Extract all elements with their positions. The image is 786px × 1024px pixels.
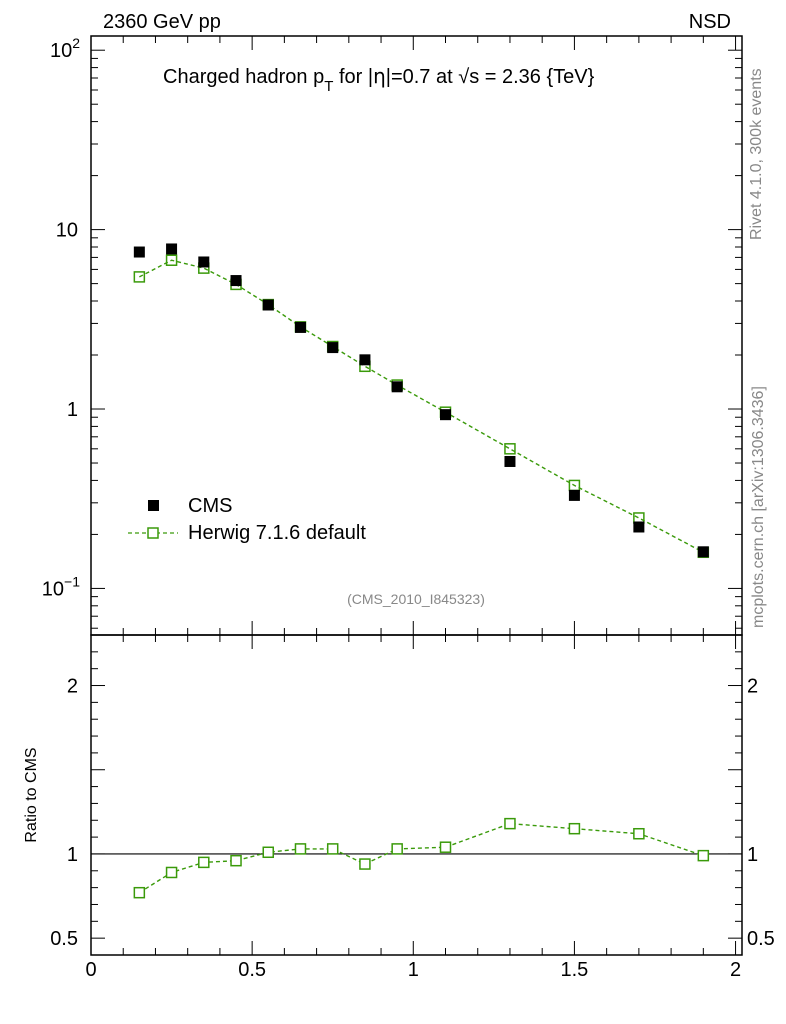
- legend-herwig-marker: [147, 527, 159, 539]
- herwig-main-point: [165, 254, 178, 266]
- herwig-ratio-point: [133, 886, 146, 899]
- main-y-tick-label: 10: [56, 220, 78, 242]
- herwig-ratio-series: [133, 817, 710, 899]
- axis-tick-labels: 0 0.5 1 1.5 2 102 10 1 10−1 2 2 1 1 0.5 0.5: [42, 35, 775, 981]
- plot-title: Charged hadron pT for |η|=0.7 at √s = 2.…: [163, 64, 595, 95]
- cms-main-point: [262, 299, 274, 311]
- cms-main-point: [633, 521, 645, 533]
- main-y-tick-label: 1: [67, 399, 78, 421]
- x-tick-label: 1: [408, 959, 419, 981]
- legend-cms-label: CMS: [188, 495, 232, 517]
- ratio-y-tick-label-left: 2: [67, 676, 78, 698]
- herwig-ratio-point: [633, 827, 645, 840]
- herwig-ratio-point: [568, 822, 581, 835]
- legend: CMS Herwig 7.1.6 default: [128, 495, 366, 544]
- legend-herwig-label: Herwig 7.1.6 default: [188, 522, 366, 544]
- ratio-y-tick-label-left: 1: [67, 844, 78, 866]
- header-right: NSD: [689, 11, 731, 33]
- legend-cms-marker: [148, 500, 159, 511]
- cms-main-point: [133, 246, 145, 258]
- herwig-ratio-point: [391, 843, 403, 855]
- axis-ticks: [90, 36, 742, 955]
- analysis-id: (CMS_2010_I845323): [347, 591, 485, 607]
- cms-main-point: [230, 275, 242, 287]
- cms-main-point: [504, 455, 516, 467]
- x-tick-label: 1.5: [561, 959, 589, 981]
- herwig-ratio-point: [198, 856, 210, 869]
- cms-main-point: [198, 256, 210, 268]
- cms-main-series: [133, 243, 709, 558]
- header-left: 2360 GeV pp: [103, 11, 221, 33]
- herwig-main-point: [633, 512, 645, 524]
- rivet-version-label: Rivet 4.1.0, 300k events: [748, 68, 765, 240]
- cms-main-point: [294, 321, 306, 333]
- herwig-main-point: [504, 443, 516, 455]
- mcplots-reference-label: mcplots.cern.ch [arXiv:1306.3436]: [750, 386, 767, 628]
- ratio-ylabel: Ratio to CMS: [23, 747, 40, 842]
- ratio-y-tick-label-right: 1: [747, 844, 758, 866]
- ratio-y-tick-label-left: 0.5: [50, 928, 78, 950]
- ratio-plot-frame: [90, 634, 743, 956]
- cms-main-point: [166, 243, 178, 255]
- cms-main-point: [440, 409, 452, 421]
- cms-main-point: [359, 354, 371, 366]
- herwig-ratio-line: [138, 822, 704, 894]
- herwig-ratio-point: [165, 866, 178, 879]
- cms-main-point: [327, 342, 339, 354]
- main-y-tick-label: 10−1: [42, 573, 80, 600]
- main-y-tick-label: 102: [50, 35, 80, 62]
- herwig-main-point: [133, 271, 146, 283]
- cms-main-point: [697, 546, 709, 558]
- cms-main-point: [391, 381, 403, 393]
- herwig-ratio-point: [262, 846, 275, 859]
- x-tick-label: 0: [85, 959, 96, 981]
- herwig-ratio-point: [504, 817, 516, 830]
- ratio-y-tick-label-right: 0.5: [747, 928, 775, 950]
- herwig-ratio-point: [294, 843, 307, 855]
- x-tick-label: 2: [730, 959, 741, 981]
- ratio-y-tick-label-right: 2: [747, 676, 758, 698]
- herwig-ratio-point: [230, 854, 242, 867]
- herwig-main-line: [139, 259, 704, 553]
- x-tick-label: 0.5: [238, 959, 266, 981]
- main-plot-frame: [90, 35, 743, 636]
- herwig-ratio-point: [697, 849, 710, 862]
- cms-main-point: [568, 489, 580, 501]
- herwig-ratio-point: [326, 843, 339, 855]
- herwig-ratio-point: [439, 841, 452, 853]
- herwig-ratio-point: [359, 858, 371, 870]
